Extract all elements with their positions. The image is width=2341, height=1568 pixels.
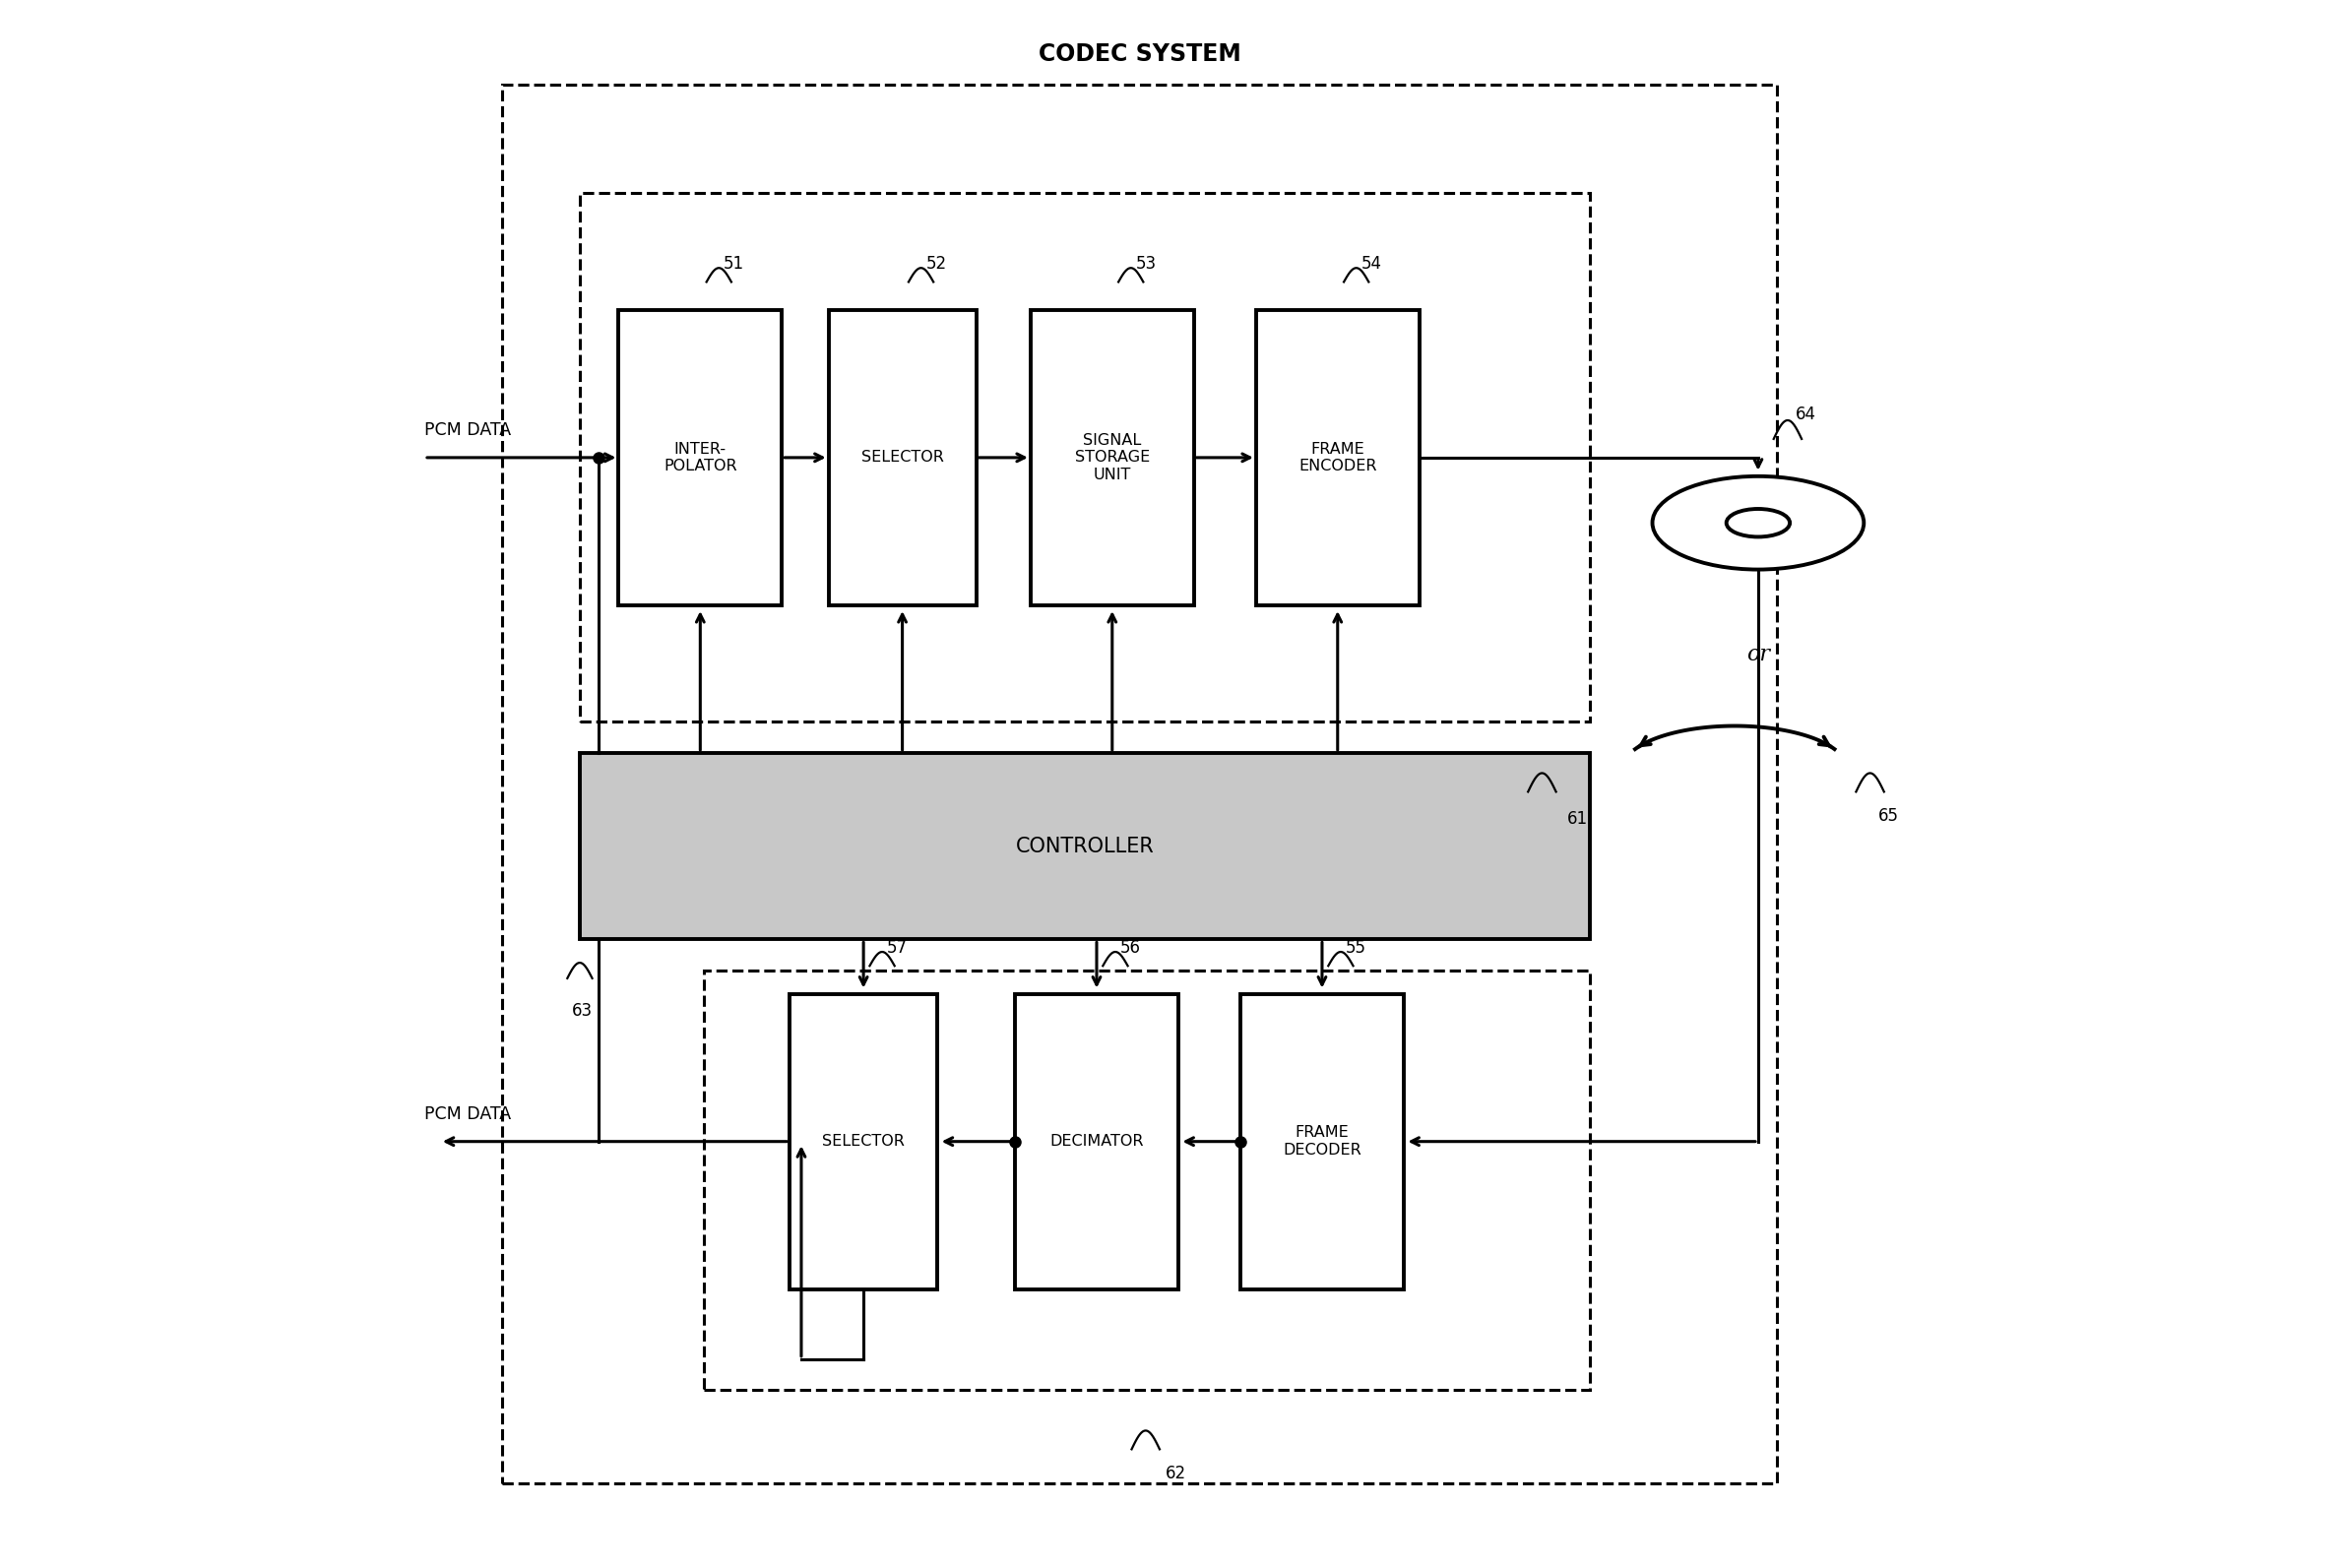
Text: PCM DATA: PCM DATA <box>424 1105 510 1123</box>
Text: DECIMATOR: DECIMATOR <box>1049 1134 1145 1149</box>
Text: or: or <box>1746 644 1770 666</box>
Text: 56: 56 <box>1119 939 1140 956</box>
Text: 63: 63 <box>571 1002 592 1019</box>
Text: 55: 55 <box>1346 939 1367 956</box>
Text: SELECTOR: SELECTOR <box>861 450 943 466</box>
Text: SIGNAL
STORAGE
UNIT: SIGNAL STORAGE UNIT <box>1075 433 1149 481</box>
Text: INTER-
POLATOR: INTER- POLATOR <box>663 442 737 474</box>
Text: 52: 52 <box>925 256 946 273</box>
Bar <box>618 310 782 605</box>
Bar <box>581 753 1590 939</box>
Text: SELECTOR: SELECTOR <box>822 1134 904 1149</box>
Ellipse shape <box>1653 477 1863 569</box>
Text: 54: 54 <box>1360 256 1381 273</box>
Bar <box>1016 994 1178 1289</box>
Bar <box>1257 310 1419 605</box>
Bar <box>1241 994 1405 1289</box>
Text: 61: 61 <box>1566 811 1587 828</box>
Text: PCM DATA: PCM DATA <box>424 422 510 439</box>
Text: 62: 62 <box>1166 1465 1187 1482</box>
Bar <box>1030 310 1194 605</box>
Bar <box>705 971 1590 1391</box>
Text: FRAME
DECODER: FRAME DECODER <box>1283 1126 1362 1157</box>
Text: 53: 53 <box>1135 256 1156 273</box>
Text: CONTROLLER: CONTROLLER <box>1016 836 1154 856</box>
Text: CODEC SYSTEM: CODEC SYSTEM <box>1037 42 1241 66</box>
Text: 64: 64 <box>1796 406 1817 423</box>
Bar <box>789 994 936 1289</box>
Bar <box>829 310 976 605</box>
Bar <box>581 193 1590 721</box>
Text: 51: 51 <box>723 256 744 273</box>
Text: 57: 57 <box>887 939 908 956</box>
Text: 65: 65 <box>1877 808 1899 825</box>
Ellipse shape <box>1725 510 1791 536</box>
Text: FRAME
ENCODER: FRAME ENCODER <box>1299 442 1377 474</box>
Bar <box>501 85 1777 1483</box>
